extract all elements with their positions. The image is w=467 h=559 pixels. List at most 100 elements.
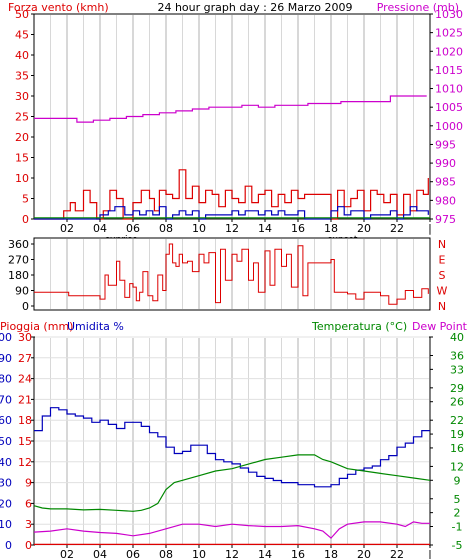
panel1-ytick-label: 25 xyxy=(15,111,29,124)
panel1-xtick-tick-label: 16 xyxy=(291,222,305,235)
series-line-raffica xyxy=(34,169,429,220)
series-line-temperatura-c- xyxy=(33,454,431,512)
panel3-humidity-tick: 70 xyxy=(0,393,12,406)
panel3-temp-tick: 36 xyxy=(450,349,464,362)
panel1-y2tick-label: 985 xyxy=(435,176,456,189)
panel3-rain-tick: 3 xyxy=(25,518,32,531)
panel1-y2tick-label: 1000 xyxy=(435,120,463,133)
panel1-ytick-label: 30 xyxy=(15,90,29,103)
panel1-ylabel-right: Pressione (mb) xyxy=(377,1,459,14)
chart-title: 24 hour graph day : 26 Marzo 2009 xyxy=(157,1,352,14)
panel1-ytick-label: 5 xyxy=(22,193,29,206)
panel1-xtick-tick-label: 10 xyxy=(192,222,206,235)
panel3-humidity-tick: 60 xyxy=(0,414,12,427)
panel3-humidity-tick: 20 xyxy=(0,497,12,510)
panel3-temp-tick: 40 xyxy=(450,331,464,344)
panel1-xtick-tick-label: 22 xyxy=(390,222,404,235)
panel1-ytick-label: 15 xyxy=(15,152,29,165)
panel2-ytick-label: 360 xyxy=(8,238,29,251)
panel3-xtick-tick-label: 16 xyxy=(291,548,305,559)
panel3-ylabel-dewpoint: Dew Point xyxy=(412,320,467,333)
panel1-y2tick-label: 995 xyxy=(435,138,456,151)
panel3-xtick-tick-label: 10 xyxy=(192,548,206,559)
panel1-y2tick-label: 1020 xyxy=(435,45,463,58)
panel3-humidity-tick: 40 xyxy=(0,456,12,469)
panel3-temp-tick: -1 xyxy=(452,521,463,534)
panel3-humidity-tick: 30 xyxy=(0,477,12,490)
panel3-rain-tick: 9 xyxy=(25,477,32,490)
panel3-xtick-tick-label: 22 xyxy=(390,548,404,559)
panel3-xtick-tick-label: 04 xyxy=(93,548,107,559)
panel2-compass-label: N xyxy=(438,300,446,313)
panel3-rain-tick: 6 xyxy=(25,497,32,510)
panel3-xtick-tick-label: 12 xyxy=(225,548,239,559)
panel1-ytick-label: 20 xyxy=(15,131,29,144)
panel2-ytick-label: 90 xyxy=(15,285,29,298)
panel2-compass-label: N xyxy=(438,238,446,251)
series-line-pressione-mb- xyxy=(34,95,427,123)
panel2-ytick-label: 270 xyxy=(8,254,29,267)
panel1-y2tick-label: 980 xyxy=(435,194,456,207)
series-line-dew-point xyxy=(33,521,430,539)
panel3-temp-tick: 19 xyxy=(450,428,464,441)
panel3-temp-tick: 29 xyxy=(450,382,464,395)
panel1-xtick-tick-label: 20 xyxy=(357,222,371,235)
panel3-humidity-tick: 0 xyxy=(5,539,12,552)
panel3-rain-tick: 12 xyxy=(18,456,32,469)
panel3-rain-tick: 15 xyxy=(18,435,32,448)
panel3-xtick-tick-label: | xyxy=(428,548,432,559)
panel3-ylabel-temp: Temperatura (°C) xyxy=(311,320,407,333)
panel3-xtick-tick-label: 02 xyxy=(60,548,74,559)
series-line-wind-direction xyxy=(34,243,429,305)
panel3-ylabel-humidity: Umidita % xyxy=(67,320,124,333)
panel1-y2tick-label: 990 xyxy=(435,157,456,170)
panel3-humidity-tick: 100 xyxy=(0,331,12,344)
panel1-xtick-tick-label: 14 xyxy=(258,222,272,235)
panel3-humidity-tick: 10 xyxy=(0,518,12,531)
panel1-ytick-label: 40 xyxy=(15,49,29,62)
wind-pressure-panel: 0510152025303540455097598098599099510001… xyxy=(8,1,463,245)
panel1-xtick-tick-label: 04 xyxy=(93,222,107,235)
panel1-y2tick-label: 1015 xyxy=(435,64,463,77)
panel1-xtick-tick-label: 06 xyxy=(126,222,140,235)
panel1-ytick-label: 45 xyxy=(15,29,29,42)
panel2-ytick-label: 0 xyxy=(22,300,29,313)
panel2-ytick-label: 180 xyxy=(8,269,29,282)
panel1-ytick-label: 50 xyxy=(15,8,29,21)
panel1-xtick-tick-label: | xyxy=(428,222,432,235)
wind-direction-panel: 0 N 90 W 180 S 270 E 360 N xyxy=(8,237,448,313)
panel3-xtick-tick-label: 18 xyxy=(324,548,338,559)
panel3-temp-tick: 16 xyxy=(450,442,464,455)
panel3-xtick-tick-label: 20 xyxy=(357,548,371,559)
panel1-xtick-tick-label: 08 xyxy=(159,222,173,235)
panel1-ytick-label: 0 xyxy=(22,213,29,226)
panel3-xtick-tick-label: 14 xyxy=(258,548,272,559)
panel3-temp-tick: 12 xyxy=(450,460,464,473)
panel2-compass-label: W xyxy=(437,285,448,298)
panel1-y2tick-label: 975 xyxy=(435,213,456,226)
panel1-y2tick-label: 1010 xyxy=(435,83,463,96)
panel2-compass-label: E xyxy=(439,254,446,267)
panel3-rain-tick: 18 xyxy=(18,414,32,427)
panel1-ytick-label: 35 xyxy=(15,70,29,83)
panel1-y2tick-label: 1005 xyxy=(435,101,463,114)
panel1-y2tick-label: 1025 xyxy=(435,27,463,40)
panel3-temp-tick: 5 xyxy=(454,493,461,506)
series-line-forza-vento xyxy=(34,206,429,220)
panel3-rain-tick: 30 xyxy=(18,331,32,344)
panel3-rain-tick: 0 xyxy=(25,539,32,552)
panel3-xtick-tick-label: 08 xyxy=(159,548,173,559)
panel3-humidity-tick: 90 xyxy=(0,352,12,365)
panel1-xtick-tick-label: 12 xyxy=(225,222,239,235)
panel1-ylabel-left: Forza vento (kmh) xyxy=(8,1,109,14)
panel2-compass-label: S xyxy=(439,269,446,282)
panel3-rain-tick: 21 xyxy=(18,393,32,406)
panel3-temp-tick: -5 xyxy=(452,539,463,552)
panel1-y2tick-label: 1030 xyxy=(435,8,463,21)
panel1-xtick-tick-label: 18 xyxy=(324,222,338,235)
panel1-ytick-label: 10 xyxy=(15,172,29,185)
panel3-temp-tick: 26 xyxy=(450,396,464,409)
panel3-temp-tick: 2 xyxy=(454,507,461,520)
series-line-umidita- xyxy=(34,407,430,488)
